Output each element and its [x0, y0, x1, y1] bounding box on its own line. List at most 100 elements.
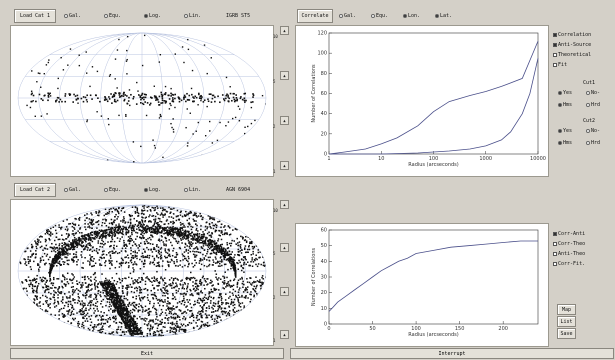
radio-indicator: [144, 188, 148, 192]
top-proj-log-radio[interactable]: Log.: [144, 13, 161, 19]
map-button[interactable]: Map: [557, 304, 576, 315]
checkbox-label: Correlation: [558, 32, 592, 38]
radio-indicator: [558, 129, 562, 133]
y-tick-label: 40: [321, 259, 327, 265]
scale-step-button[interactable]: ▲: [280, 243, 289, 253]
scale-step-button[interactable]: ▲: [280, 71, 289, 80]
radio-indicator: [371, 14, 375, 18]
checkbox-indicator: [553, 53, 557, 57]
side2-corrtheo-checkbox[interactable]: Corr-Theo: [553, 241, 585, 247]
bot-proj-log-radio[interactable]: Log.: [144, 187, 161, 193]
checkbox-indicator: [553, 232, 557, 236]
load-cat1-button[interactable]: Load Cat 1: [14, 9, 56, 23]
scale-label: 10: [273, 34, 278, 39]
y-tick-label: 120: [317, 31, 327, 37]
cut1-hms-radio[interactable]: Hms: [558, 102, 572, 108]
checkbox-label: Fit: [558, 62, 568, 68]
radio-indicator: [558, 91, 562, 95]
radio-label: No-: [591, 90, 601, 96]
radio-indicator: [64, 188, 68, 192]
list-button[interactable]: List: [557, 316, 576, 327]
scale-label: 5: [273, 251, 276, 257]
side-fit-checkbox[interactable]: Fit: [553, 62, 567, 68]
x-tick-label: 100: [429, 156, 439, 162]
map-panel-top[interactable]: [10, 25, 274, 177]
radio-label: No-: [591, 128, 601, 134]
y-tick-label: 80: [321, 71, 327, 77]
scale-step-button[interactable]: ▲: [280, 200, 289, 209]
radio-label: Yes: [563, 90, 573, 96]
bot-proj-lin-radio[interactable]: Lin.: [184, 187, 201, 193]
cut2-yes-radio[interactable]: Yes: [558, 128, 572, 134]
correlate-button[interactable]: Correlate: [297, 9, 333, 23]
sky-map-bottom: [17, 204, 267, 338]
corr-equ-radio[interactable]: Equ.: [371, 13, 388, 19]
checkbox-label: Corr-Anti: [558, 231, 586, 237]
scale-step-button[interactable]: ▲: [280, 161, 289, 170]
map-panel-bottom[interactable]: [10, 199, 274, 346]
sky-map-top: [17, 32, 267, 164]
cut1-no-radio[interactable]: No-: [586, 90, 600, 96]
y-tick-label: 40: [321, 111, 327, 117]
scale-step-button[interactable]: ▲: [280, 26, 289, 35]
cut1-yes-radio[interactable]: Yes: [558, 90, 572, 96]
checkbox-label: Anti-Theo: [558, 251, 586, 257]
scale-label: 1: [273, 169, 276, 174]
load-cat2-button[interactable]: Load Cat 2: [14, 183, 56, 197]
radio-label: Equ.: [109, 13, 122, 19]
top-proj-equ-radio[interactable]: Equ.: [104, 13, 121, 19]
y-tick-label: 30: [321, 275, 327, 281]
corr-lat-radio[interactable]: Lat.: [435, 13, 452, 19]
radio-indicator: [586, 91, 590, 95]
plot-frame: [328, 229, 539, 325]
scale-step-button[interactable]: ▲: [280, 286, 289, 296]
checkbox-label: Anti-Source: [558, 42, 592, 48]
top-proj-gal-radio[interactable]: Gal.: [64, 13, 81, 19]
radio-indicator: [339, 14, 343, 18]
cut2-hms-radio[interactable]: Hms: [558, 140, 572, 146]
side2-corrfit-checkbox[interactable]: Corr-Fit.: [553, 261, 585, 267]
cut2-hrd-radio[interactable]: Hrd: [586, 140, 600, 146]
side-theoretical-checkbox[interactable]: Theoretical: [553, 52, 591, 58]
corr-gal-radio[interactable]: Gal.: [339, 13, 356, 19]
radio-label: Log.: [149, 187, 162, 193]
radio-indicator: [64, 14, 68, 18]
exit-button[interactable]: Exit: [10, 348, 284, 359]
map-grid: [17, 204, 267, 338]
radio-indicator: [586, 141, 590, 145]
y-tick-label: 60: [321, 91, 327, 97]
radio-indicator: [104, 14, 108, 18]
bot-proj-gal-radio[interactable]: Gal.: [64, 187, 81, 193]
scale-step-button[interactable]: ▲: [280, 116, 289, 125]
cut1-hrd-radio[interactable]: Hrd: [586, 102, 600, 108]
side2-corranti-checkbox[interactable]: Corr-Anti: [553, 231, 585, 237]
side-correlation-checkbox[interactable]: Correlation: [553, 32, 591, 38]
save-button[interactable]: Save: [557, 328, 576, 339]
radio-label: Hrd: [591, 102, 601, 108]
radio-label: Lin.: [189, 187, 202, 193]
y-axis-label: Number of Correlations: [311, 247, 317, 306]
cut2-label: Cut2: [583, 118, 596, 124]
chart-panel-bottom: 0 10 20 30 40 50 60 0 50 100 150 200 Radius (arcseco…: [295, 223, 549, 347]
checkbox-label: Theoretical: [558, 52, 592, 58]
radio-label: Lin.: [189, 13, 202, 19]
scale-step-button[interactable]: ▲: [280, 330, 289, 339]
top-proj-lin-radio[interactable]: Lin.: [184, 13, 201, 19]
corr-lon-radio[interactable]: Lon.: [403, 13, 420, 19]
checkbox-indicator: [553, 242, 557, 246]
scale-label: 2: [273, 124, 276, 129]
catalog2-info: AGN 6904: [226, 187, 251, 193]
interrupt-button[interactable]: Interrupt: [290, 348, 614, 359]
y-axis-label: Number of Correlations: [311, 64, 317, 123]
catalog-sources: [19, 205, 266, 337]
radio-label: Equ.: [109, 187, 122, 193]
cut2-no-radio[interactable]: No-: [586, 128, 600, 134]
radio-label: Gal.: [69, 187, 82, 193]
y-tick-label: 10: [321, 306, 327, 312]
series-line-1: [328, 240, 538, 312]
radio-indicator: [586, 103, 590, 107]
side-antisource-checkbox[interactable]: Anti-Source: [553, 42, 591, 48]
bot-proj-equ-radio[interactable]: Equ.: [104, 187, 121, 193]
radio-indicator: [184, 14, 188, 18]
side2-antitheo-checkbox[interactable]: Anti-Theo: [553, 251, 585, 257]
